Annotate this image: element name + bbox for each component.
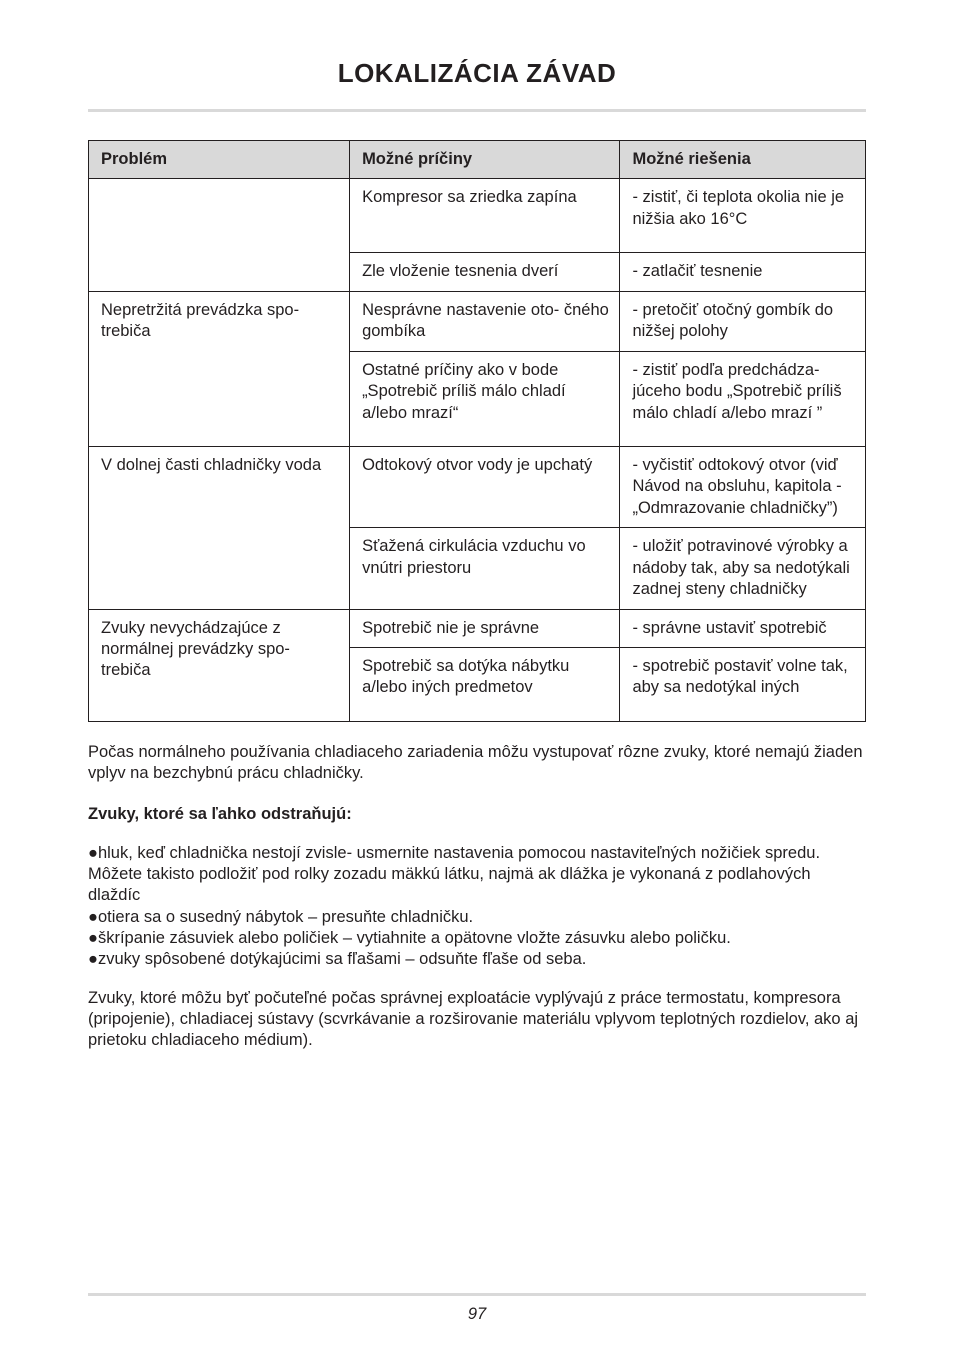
bullet-icon: ●	[88, 908, 98, 926]
col-header-problem: Problém	[89, 141, 350, 179]
cell-solution: - uložiť potravinové výrobky a nádoby ta…	[620, 528, 866, 609]
table-row: Kompresor sa zriedka zapína - zistiť, či…	[89, 179, 866, 253]
cell-cause: Spotrebič sa dotýka nábytku a/lebo iných…	[350, 648, 620, 722]
title-divider	[88, 109, 866, 112]
troubleshooting-table: Problém Možné príčiny Možné riešenia Kom…	[88, 140, 866, 722]
cell-cause: Kompresor sa zriedka zapína	[350, 179, 620, 253]
cell-problem: Nepretržitá prevádzka spo- trebiča	[89, 291, 350, 446]
col-header-solutions: Možné riešenia	[620, 141, 866, 179]
cell-cause: Spotrebič nie je správne	[350, 609, 620, 647]
cell-cause: Zle vloženie tesnenia dverí	[350, 253, 620, 291]
list-item: ●zvuky spôsobené dotýkajúcimi sa fľašami…	[88, 949, 866, 970]
cell-cause: Odtokový otvor vody je upchatý	[350, 446, 620, 527]
list-item: ●otiera sa o susedný nábytok – presuňte …	[88, 907, 866, 928]
cell-cause: Sťažená cirkulácia vzduchu vo vnútri pri…	[350, 528, 620, 609]
bullet-icon: ●	[88, 844, 98, 862]
list-item-text: zvuky spôsobené dotýkajúcimi sa fľašami …	[98, 950, 586, 968]
cell-solution: - vyčistiť odtokový otvor (viď Návod na …	[620, 446, 866, 527]
page-title: LOKALIZÁCIA ZÁVAD	[88, 58, 866, 89]
bullet-icon: ●	[88, 929, 98, 947]
bullet-list: ●hluk, keď chladnička nestojí zvisle- us…	[88, 843, 866, 970]
paragraph: Počas normálneho používania chladiaceho …	[88, 742, 866, 784]
list-item-text: hluk, keď chladnička nestojí zvisle- usm…	[88, 844, 820, 904]
cell-problem	[89, 179, 350, 291]
cell-solution: - zistiť podľa predchádza- júceho bodu „…	[620, 351, 866, 446]
list-item: ●hluk, keď chladnička nestojí zvisle- us…	[88, 843, 866, 906]
cell-solution: - zatlačiť tesnenie	[620, 253, 866, 291]
list-item-text: škrípanie zásuviek alebo poličiek – vyti…	[98, 929, 731, 947]
table-row: V dolnej časti chladničky voda Odtokový …	[89, 446, 866, 527]
cell-solution: - spotrebič postaviť volne tak, aby sa n…	[620, 648, 866, 722]
table-row: Zvuky nevychádzajúce z normálnej prevádz…	[89, 609, 866, 647]
col-header-causes: Možné príčiny	[350, 141, 620, 179]
list-item: ●škrípanie zásuviek alebo poličiek – vyt…	[88, 928, 866, 949]
cell-solution: - zistiť, či teplota okolia nie je nižši…	[620, 179, 866, 253]
paragraph: Zvuky, ktoré môžu byť počuteľné počas sp…	[88, 988, 866, 1051]
table-row: Nepretržitá prevádzka spo- trebiča Nespr…	[89, 291, 866, 351]
cell-problem: Zvuky nevychádzajúce z normálnej prevádz…	[89, 609, 350, 721]
page-number: 97	[0, 1305, 954, 1324]
bullet-icon: ●	[88, 950, 98, 968]
footer-divider	[88, 1293, 866, 1296]
table-header-row: Problém Možné príčiny Možné riešenia	[89, 141, 866, 179]
cell-cause: Nesprávne nastavenie oto- čného gombíka	[350, 291, 620, 351]
cell-solution: - pretočiť otočný gombík do nižšej poloh…	[620, 291, 866, 351]
cell-cause: Ostatné príčiny ako v bode „Spotrebič pr…	[350, 351, 620, 446]
cell-solution: - správne ustaviť spotrebič	[620, 609, 866, 647]
list-item-text: otiera sa o susedný nábytok – presuňte c…	[98, 908, 473, 926]
subheading: Zvuky, ktoré sa ľahko odstraňujú:	[88, 804, 866, 825]
cell-problem: V dolnej časti chladničky voda	[89, 446, 350, 609]
